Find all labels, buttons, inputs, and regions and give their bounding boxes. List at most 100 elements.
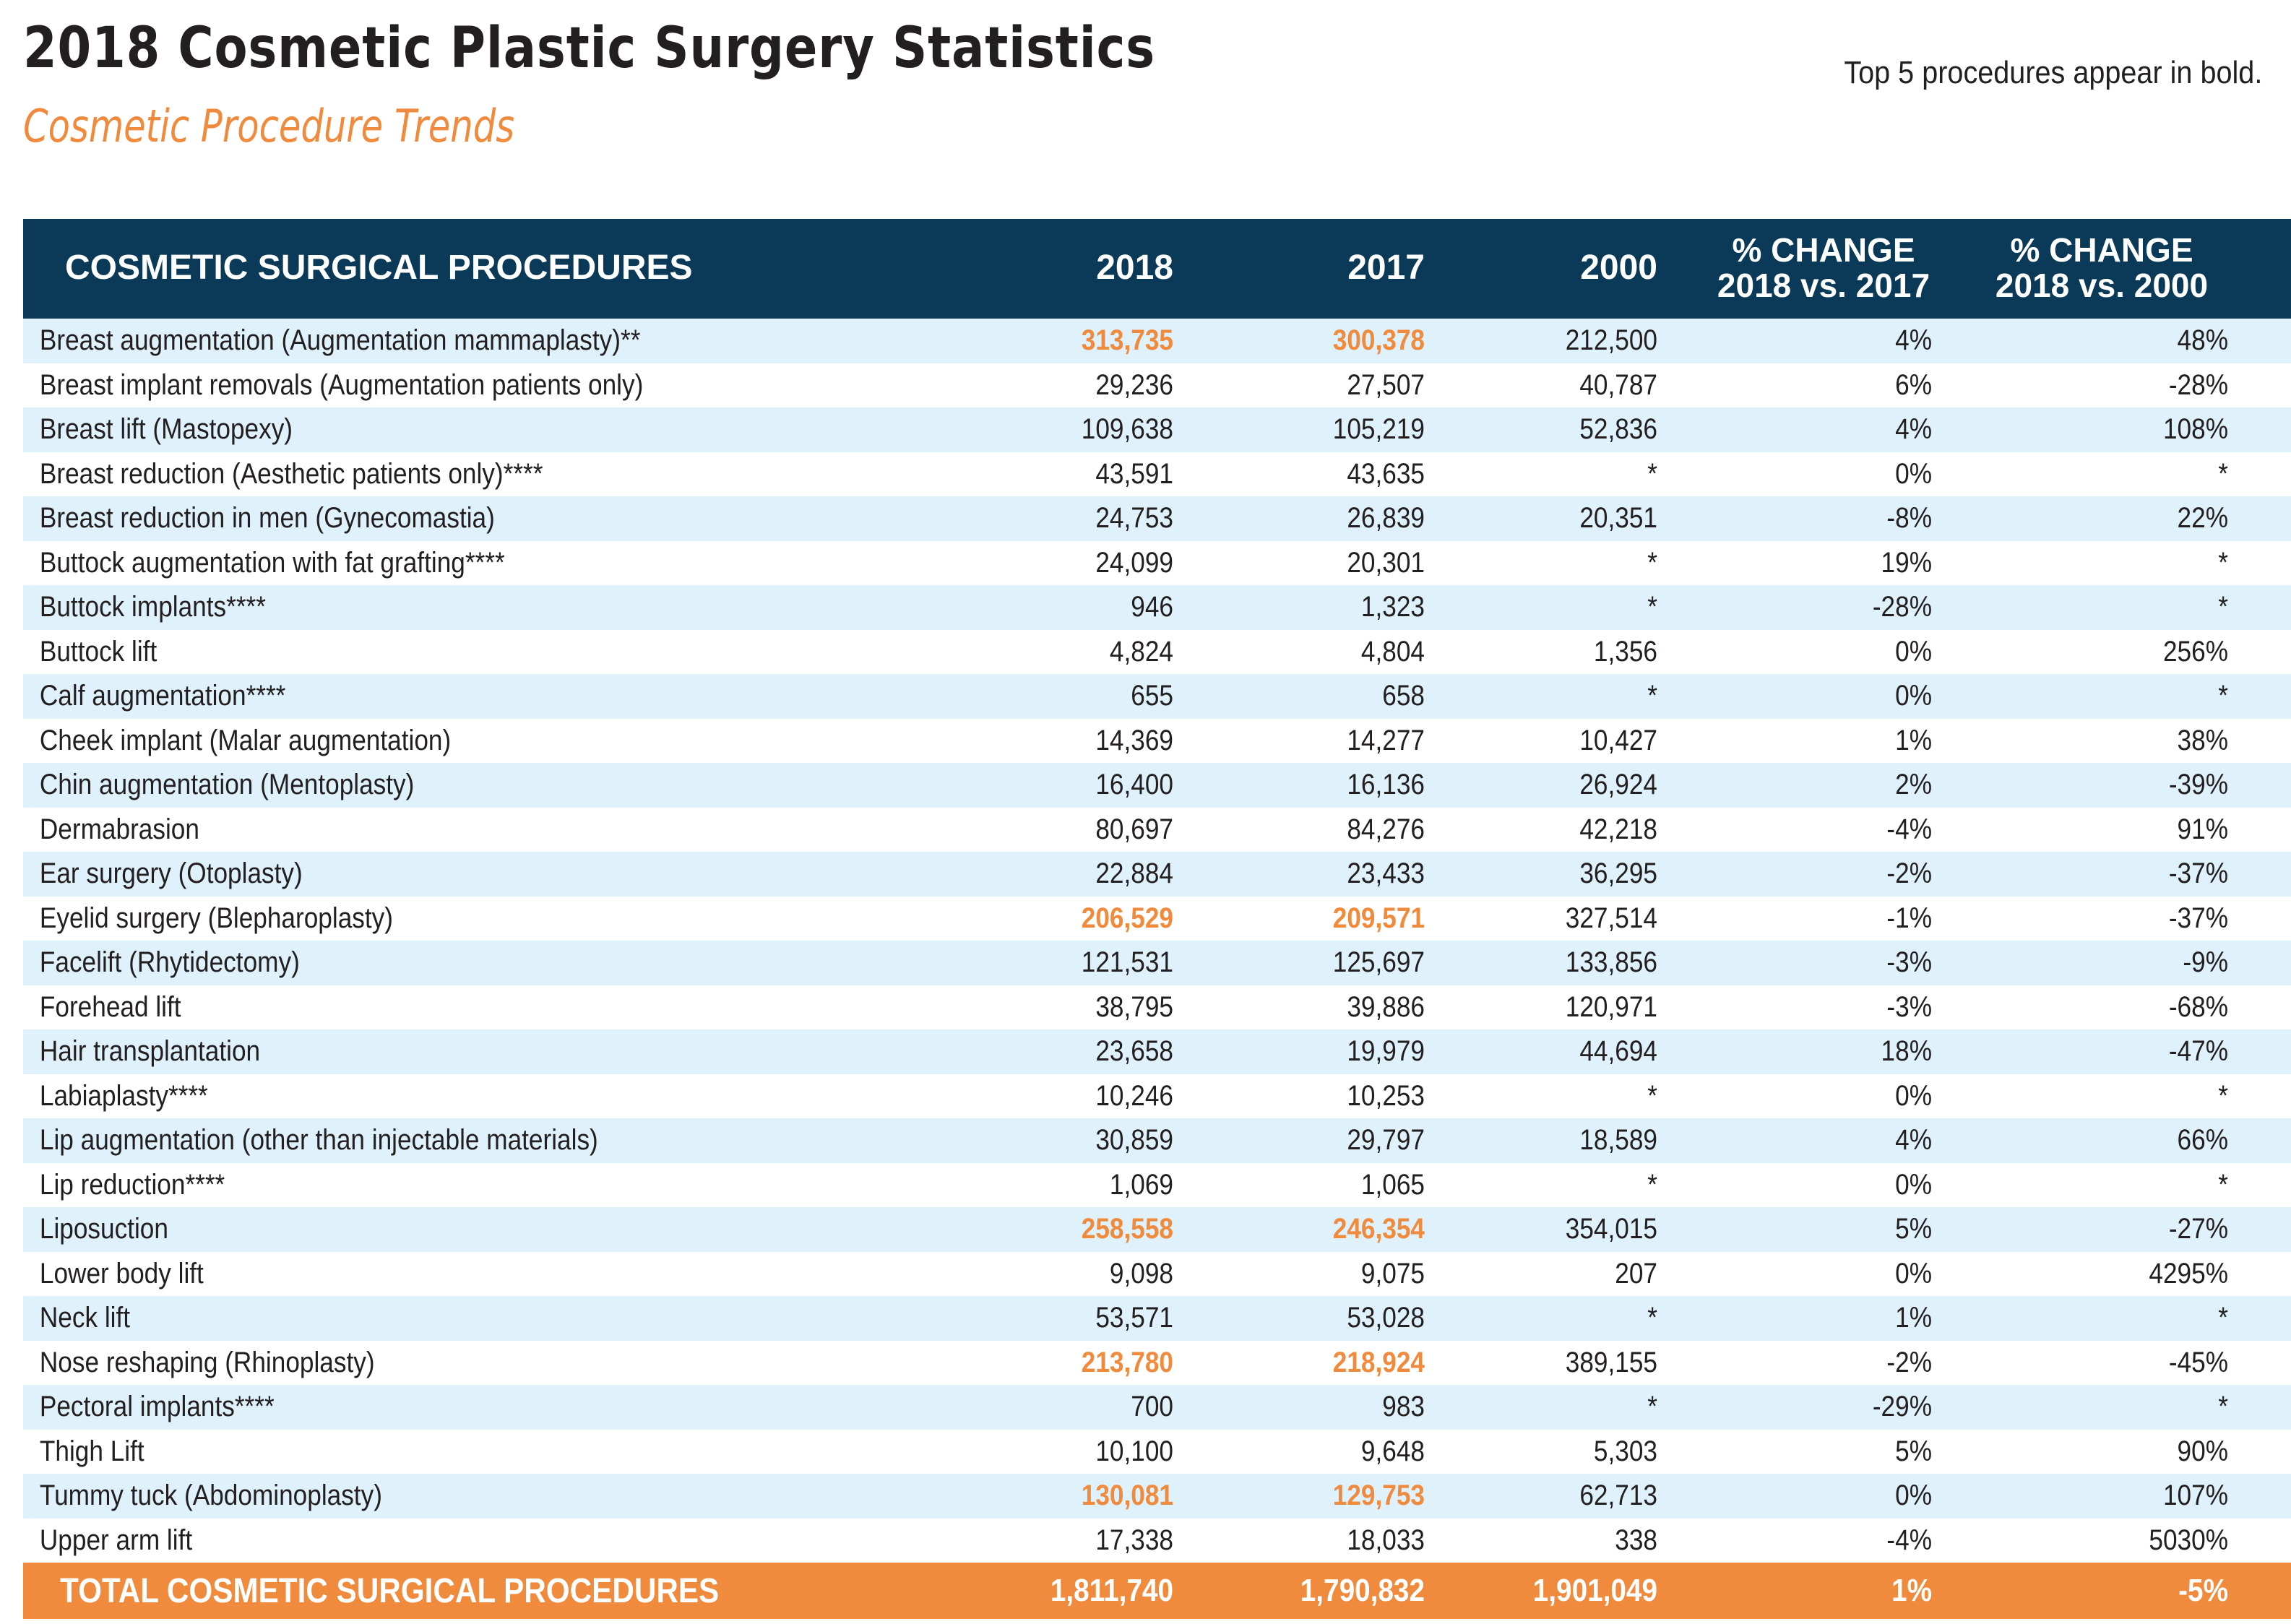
change-2018-vs-2000: 90%: [2177, 1435, 2228, 1467]
value-2018: 10,100: [1095, 1435, 1173, 1467]
change-2018-vs-2017: 19%: [1881, 546, 1932, 579]
value-2017: 300,378: [1332, 324, 1425, 357]
value-2017: 1,323: [1360, 591, 1425, 623]
table-row: Breast implant removals (Augmentation pa…: [23, 363, 2291, 407]
change-2018-vs-2017: -29%: [1872, 1391, 1932, 1423]
change-2018-vs-2000: -37%: [2168, 902, 2228, 934]
value-2018: 130,081: [1081, 1480, 1173, 1512]
change-2018-vs-2000: -45%: [2168, 1346, 2228, 1378]
table-row: Cheek implant (Malar augmentation) 14,369…: [23, 718, 2291, 763]
header-2017: 2017: [1347, 249, 1425, 287]
change-2018-vs-2000: -27%: [2168, 1213, 2228, 1245]
value-2017: 39,886: [1347, 990, 1425, 1023]
change-2018-vs-2000: *: [2218, 1391, 2228, 1423]
table-row: Hair transplantation 23,658 19,979 44,694 18…: [23, 1029, 2291, 1074]
total-change-2017: 1%: [1891, 1573, 1932, 1608]
value-2000: *: [1647, 680, 1657, 712]
procedure-name: Breast lift (Mastopexy): [39, 413, 293, 446]
change-2018-vs-2017: 0%: [1895, 635, 1932, 668]
procedure-name: Buttock augmentation with fat grafting**…: [39, 546, 505, 579]
change-2018-vs-2017: -4%: [1886, 1524, 1932, 1556]
value-2018: 80,697: [1095, 813, 1173, 845]
table-header: COSMETIC SURGICAL PROCEDURES 2018 2017 2…: [23, 219, 2291, 319]
value-2018: 30,859: [1095, 1124, 1173, 1157]
change-2018-vs-2000: -47%: [2168, 1035, 2228, 1068]
procedure-name: Chin augmentation (Mentoplasty): [39, 769, 415, 801]
value-2017: 27,507: [1347, 368, 1425, 401]
change-2018-vs-2017: -3%: [1886, 946, 1932, 979]
change-2018-vs-2017: 0%: [1895, 1168, 1932, 1201]
change-2018-vs-2000: *: [2218, 591, 2228, 623]
value-2000: 212,500: [1565, 324, 1657, 357]
value-2000: 42,218: [1579, 813, 1657, 845]
table-row: Neck lift 53,571 53,028 * 1% *: [23, 1296, 2291, 1341]
change-2018-vs-2017: -4%: [1886, 813, 1932, 845]
procedure-name: Breast augmentation (Augmentation mammap…: [39, 324, 641, 357]
value-2018: 17,338: [1095, 1524, 1173, 1556]
change-2018-vs-2017: 0%: [1895, 1079, 1932, 1112]
change-2018-vs-2017: -1%: [1886, 902, 1932, 934]
value-2000: *: [1647, 1168, 1657, 1201]
table-row: Chin augmentation (Mentoplasty) 16,400 16,…: [23, 763, 2291, 808]
table-row: Buttock implants**** 946 1,323 * -28% *: [23, 585, 2291, 630]
header-procedure: COSMETIC SURGICAL PROCEDURES: [65, 249, 693, 287]
value-2017: 983: [1382, 1391, 1425, 1423]
value-2018: 23,658: [1095, 1035, 1173, 1068]
table-row: Liposuction 258,558 246,354 354,015 5% -27%: [23, 1207, 2291, 1252]
procedure-name: Eyelid surgery (Blepharoplasty): [39, 902, 393, 934]
procedure-name: Breast reduction in men (Gynecomastia): [39, 502, 495, 535]
value-2017: 84,276: [1347, 813, 1425, 845]
value-2000: 389,155: [1565, 1346, 1657, 1378]
value-2018: 24,753: [1095, 502, 1173, 535]
procedure-name: Buttock lift: [39, 635, 158, 668]
table-row: Pectoral implants**** 700 983 * -29% *: [23, 1385, 2291, 1430]
change-2018-vs-2017: 1%: [1895, 1302, 1932, 1334]
value-2000: 44,694: [1579, 1035, 1657, 1068]
procedure-name: Hair transplantation: [39, 1035, 261, 1068]
value-2000: 5,303: [1593, 1435, 1657, 1467]
value-2017: 18,033: [1347, 1524, 1425, 1556]
procedure-name: Tummy tuck (Abdominoplasty): [39, 1480, 382, 1512]
value-2000: 10,427: [1579, 724, 1657, 756]
top5-note: Top 5 procedures appear in bold.: [1844, 55, 2262, 90]
change-2018-vs-2000: -68%: [2168, 990, 2228, 1023]
value-2017: 129,753: [1332, 1480, 1425, 1512]
table-row: Breast augmentation (Augmentation mammap…: [23, 319, 2291, 363]
procedure-name: Lip augmentation (other than injectable …: [39, 1124, 598, 1157]
table-row: Forehead lift 38,795 39,886 120,971 -3% -68%: [23, 985, 2291, 1029]
page-subtitle: Cosmetic Procedure Trends: [23, 100, 515, 152]
value-2018: 109,638: [1081, 413, 1173, 446]
value-2000: *: [1647, 1079, 1657, 1112]
value-2018: 9,098: [1109, 1257, 1173, 1290]
value-2018: 700: [1131, 1391, 1173, 1423]
procedure-name: Breast implant removals (Augmentation pa…: [39, 368, 644, 401]
value-2017: 105,219: [1332, 413, 1425, 446]
value-2017: 20,301: [1347, 546, 1425, 579]
value-2018: 14,369: [1095, 724, 1173, 756]
value-2018: 38,795: [1095, 990, 1173, 1023]
procedure-name: Labiaplasty****: [39, 1079, 208, 1112]
value-2018: 121,531: [1081, 946, 1173, 979]
value-2017: 43,635: [1347, 457, 1425, 490]
value-2000: 1,356: [1593, 635, 1657, 668]
table-row: Eyelid surgery (Blepharoplasty) 206,529 20…: [23, 896, 2291, 941]
procedure-name: Ear surgery (Otoplasty): [39, 858, 303, 890]
change-2018-vs-2000: *: [2218, 457, 2228, 490]
change-2018-vs-2000: 107%: [2162, 1480, 2228, 1512]
change-2018-vs-2017: 0%: [1895, 680, 1932, 712]
value-2017: 1,065: [1360, 1168, 1425, 1201]
value-2017: 9,075: [1360, 1257, 1425, 1290]
procedure-name: Pectoral implants****: [39, 1391, 275, 1423]
total-label: TOTAL COSMETIC SURGICAL PROCEDURES: [60, 1571, 720, 1610]
value-2018: 43,591: [1095, 457, 1173, 490]
table-row: Thigh Lift 10,100 9,648 5,303 5% 90%: [23, 1429, 2291, 1474]
header-change-2000: % CHANGE 2018 vs. 2000: [1946, 233, 2243, 303]
value-2000: *: [1647, 457, 1657, 490]
header-2018: 2018: [1096, 249, 1173, 287]
change-2018-vs-2017: 1%: [1895, 724, 1932, 756]
change-2018-vs-2017: 0%: [1895, 457, 1932, 490]
header-change-2017-line2: 2018 vs. 2017: [1717, 266, 1930, 304]
value-2000: 36,295: [1579, 858, 1657, 890]
change-2018-vs-2017: -2%: [1886, 858, 1932, 890]
table-row: Lip reduction**** 1,069 1,065 * 0% *: [23, 1162, 2291, 1207]
